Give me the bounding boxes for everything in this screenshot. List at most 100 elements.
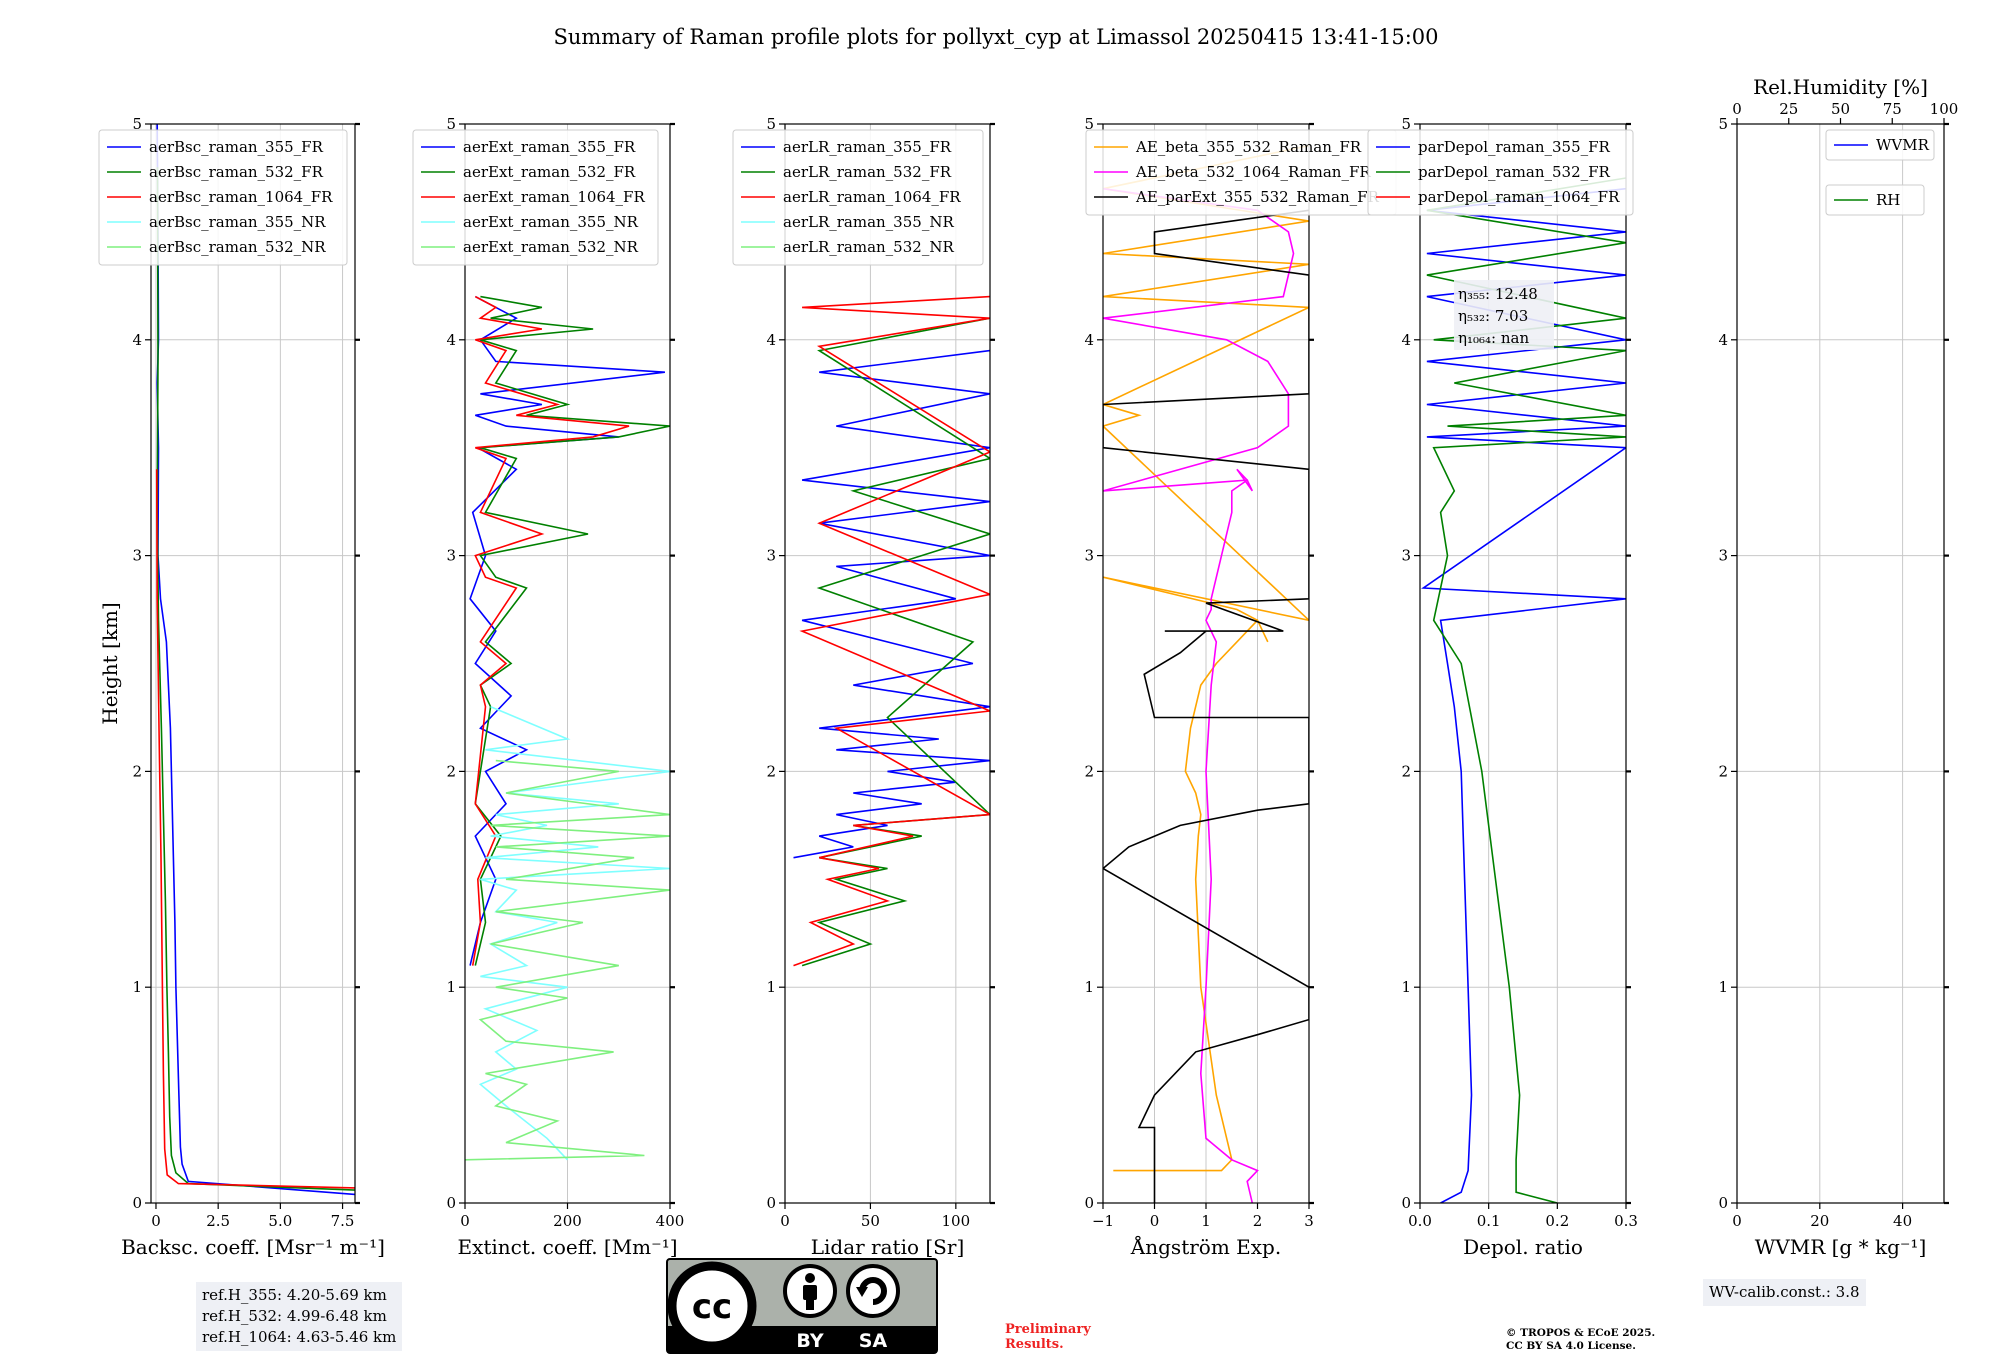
legend-label: aerExt_raman_532_FR [463, 163, 636, 181]
legend-label: parDepol_raman_532_FR [1418, 163, 1611, 181]
y-tick-label: 3 [1401, 547, 1411, 565]
x-tick-label: 0 [151, 1212, 161, 1230]
cc-icon [667, 1261, 757, 1351]
secondary-x-tick-label: 100 [1930, 100, 1959, 118]
legend-label: aerLR_raman_355_FR [783, 138, 952, 156]
axes-frame [784, 123, 991, 1204]
chart-panel-3: 0 50 100 0 1 2 3 4 5 Lidar ratio [Sr] aerLR_raman_… [732, 115, 995, 1259]
y-tick-label: 3 [766, 547, 776, 565]
legend-label: aerBsc_raman_355_FR [149, 138, 324, 156]
y-tick-label: 5 [766, 115, 776, 133]
x-axis-label: Backsc. coeff. [Msr⁻¹ m⁻¹] [121, 1235, 385, 1259]
y-tick-label: 1 [132, 978, 142, 996]
series-group [1421, 177, 1626, 1203]
chart-panel-2: 0 200 400 0 1 2 3 4 5 Extinct. coeff. [Mm⁻¹] aerEx… [412, 115, 684, 1259]
x-tick-label: 5.0 [268, 1212, 292, 1230]
y-tick-label: 0 [1084, 1194, 1094, 1212]
annotation-text: η₃₅₅: 12.48 [1458, 285, 1538, 303]
y-tick-label: 1 [446, 978, 456, 996]
y-tick-label: 4 [1084, 331, 1094, 349]
legend-label: aerBsc_raman_532_NR [149, 238, 326, 256]
y-tick-label: 4 [1718, 331, 1728, 349]
x-tick-label: 0 [1150, 1212, 1160, 1230]
x-tick-label: 2.5 [206, 1212, 230, 1230]
y-tick-label: 5 [1718, 115, 1728, 133]
y-tick-label: 5 [132, 115, 142, 133]
y-tick-label: 2 [132, 762, 142, 780]
series-group [155, 124, 355, 1196]
ref-h-532: ref.H_532: 4.99-6.48 km [202, 1307, 387, 1325]
preliminary-line-1: Preliminary [1005, 1322, 1091, 1337]
y-tick-label: 3 [1084, 547, 1094, 565]
legend-label: AE_beta_355_532_Raman_FR [1135, 138, 1362, 156]
x-axis-label: Depol. ratio [1463, 1235, 1583, 1259]
y-tick-label: 4 [132, 331, 142, 349]
chart-panel-5: 0.0 0.1 0.2 0.3 0 1 2 3 4 5 Depol. ratio parDepol_r… [1367, 115, 1638, 1259]
series-line-aerLR_raman_355_FR [793, 349, 990, 859]
x-tick-label: 0.3 [1614, 1212, 1638, 1230]
x-tick-label: 200 [553, 1212, 582, 1230]
series-line-aerExt_raman_532_NR [465, 759, 670, 1161]
series-line-parDepol_raman_532_FR [1426, 177, 1626, 1203]
annotation-text: η₅₃₂: 7.03 [1458, 307, 1528, 325]
series-line-parDepol_raman_355_FR [1421, 187, 1626, 1203]
ref-h-1064: ref.H_1064: 4.63-5.46 km [202, 1328, 397, 1346]
copyright-line-2: CC BY SA 4.0 License. [1506, 1340, 1636, 1352]
by-person-icon [783, 1264, 837, 1318]
y-tick-label: 3 [132, 547, 142, 565]
y-tick-label: 2 [766, 762, 776, 780]
legend-label: aerBsc_raman_355_NR [149, 213, 326, 231]
series-line-aerLR_raman_1064_FR [793, 295, 990, 967]
y-tick-label: 5 [1401, 115, 1411, 133]
legend-label: parDepol_raman_1064_FR [1418, 188, 1620, 206]
y-tick-label: 0 [1401, 1194, 1411, 1212]
legend-label: aerLR_raman_532_NR [783, 238, 954, 256]
series-line-aerLR_raman_532_FR [801, 317, 990, 967]
y-tick-label: 3 [1718, 547, 1728, 565]
y-tick-label: 2 [446, 762, 456, 780]
y-tick-label: 1 [766, 978, 776, 996]
legend-label: aerLR_raman_355_NR [783, 213, 954, 231]
x-tick-label: 0.0 [1408, 1212, 1432, 1230]
y-tick-label: 1 [1084, 978, 1094, 996]
y-tick-label: 2 [1084, 762, 1094, 780]
legend-label: parDepol_raman_355_FR [1418, 138, 1611, 156]
wv-calib-box: WV-calib.const.: 3.8 [1703, 1279, 1866, 1306]
wv-calib-text: WV-calib.const.: 3.8 [1709, 1283, 1860, 1301]
series-line-AE_parExt_355_532_Raman_FR [1103, 209, 1309, 1203]
preliminary-results-note: Preliminary Results. [1005, 1322, 1091, 1352]
y-tick-label: 0 [446, 1194, 456, 1212]
secondary-x-tick-label: 50 [1831, 100, 1850, 118]
y-tick-label: 0 [132, 1194, 142, 1212]
legend-label: AE_beta_532_1064_Raman_FR [1135, 163, 1371, 181]
x-tick-label: 20 [1810, 1212, 1829, 1230]
series-line-AE_beta_532_1064_Raman_FR [1103, 187, 1295, 1203]
legend-label: aerLR_raman_1064_FR [783, 188, 961, 206]
series-line-aerBsc_raman_532_FR [156, 167, 355, 1191]
axes-frame [1419, 123, 1627, 1204]
annotation-text: η₁₀₆₄: nan [1458, 329, 1529, 347]
x-tick-label: 3 [1304, 1212, 1314, 1230]
y-tick-label: 0 [1718, 1194, 1728, 1212]
legend-label: aerExt_raman_355_NR [463, 213, 639, 231]
legend-box [1825, 184, 1925, 216]
secondary-x-tick-label: 75 [1883, 100, 1902, 118]
y-tick-label: 5 [1084, 115, 1094, 133]
x-tick-label: −1 [1092, 1212, 1114, 1230]
legend-box [98, 129, 348, 266]
x-tick-label: 0.1 [1477, 1212, 1501, 1230]
x-tick-label: 7.5 [331, 1212, 355, 1230]
legend-label: aerLR_raman_532_FR [783, 163, 952, 181]
series-group [1103, 144, 1309, 1203]
y-axis-label: Height [km] [98, 602, 122, 724]
y-tick-label: 0 [766, 1194, 776, 1212]
legend-label: aerBsc_raman_532_FR [149, 163, 324, 181]
secondary-x-tick-label: 0 [1732, 100, 1742, 118]
x-tick-label: 2 [1253, 1212, 1263, 1230]
legend-box [1367, 129, 1634, 216]
svg-text:cc: cc [692, 1287, 732, 1327]
secondary-x-tick-label: 25 [1779, 100, 1798, 118]
sa-share-alike-icon [846, 1264, 900, 1318]
